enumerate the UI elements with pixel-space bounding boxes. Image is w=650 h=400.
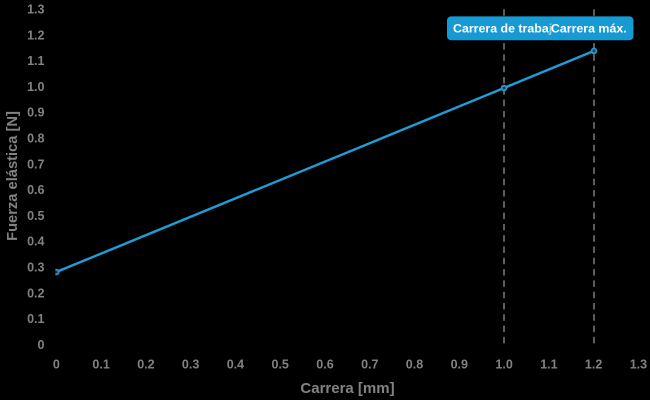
svg-text:0.3: 0.3 [27,261,44,275]
svg-text:0.1: 0.1 [27,312,44,326]
svg-text:0: 0 [53,357,60,371]
svg-text:1.0: 1.0 [27,80,44,94]
svg-text:Fuerza elástica [N]: Fuerza elástica [N] [5,111,21,241]
svg-text:0.9: 0.9 [451,357,468,371]
svg-text:0.4: 0.4 [227,357,244,371]
svg-text:0.6: 0.6 [27,183,44,197]
svg-text:Carrera de trabaj: Carrera de trabaj [453,21,552,35]
svg-text:0.7: 0.7 [27,157,44,171]
svg-text:0.1: 0.1 [92,357,109,371]
svg-text:0.3: 0.3 [182,357,199,371]
svg-text:1.1: 1.1 [540,357,557,371]
svg-text:1.1: 1.1 [27,54,44,68]
svg-text:Carrera [mm]: Carrera [mm] [300,380,394,397]
svg-text:1.3: 1.3 [630,357,647,371]
svg-text:0.2: 0.2 [137,357,154,371]
svg-text:0.5: 0.5 [27,209,44,223]
svg-text:0.2: 0.2 [27,286,44,300]
svg-text:1.0: 1.0 [495,357,512,371]
svg-text:0.8: 0.8 [27,132,44,146]
svg-text:1.2: 1.2 [585,357,602,371]
svg-text:0.4: 0.4 [27,235,44,249]
svg-text:0: 0 [38,338,45,352]
svg-text:Carrera máx.: Carrera máx. [551,21,627,35]
svg-text:0.5: 0.5 [272,357,289,371]
svg-text:0.6: 0.6 [316,357,333,371]
svg-text:0.9: 0.9 [27,106,44,120]
svg-text:0.8: 0.8 [406,357,423,371]
svg-text:0.7: 0.7 [361,357,378,371]
svg-text:1.3: 1.3 [27,3,44,17]
svg-text:1.2: 1.2 [27,28,44,42]
